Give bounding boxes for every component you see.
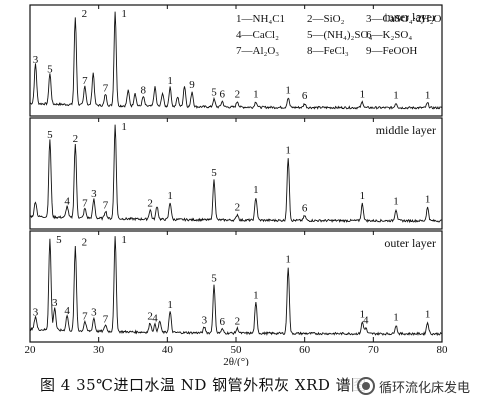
peak-label: 2 — [73, 133, 79, 145]
peak-label: 2 — [82, 8, 88, 20]
layer-title: outer layer — [384, 236, 436, 250]
peak-label: 4 — [363, 314, 369, 326]
peak-label: 1 — [393, 196, 399, 208]
peak-label: 2 — [147, 198, 153, 210]
x-tick-label: 40 — [162, 344, 174, 356]
peak-label: 7 — [82, 311, 88, 323]
peak-label: 1 — [393, 89, 399, 101]
watermark-text: 循环流化床发电 — [378, 380, 470, 396]
peak-label: 1 — [121, 234, 127, 246]
peak-label: 1 — [121, 121, 127, 133]
peak-label: 9 — [189, 79, 195, 91]
peak-label: 7 — [103, 313, 109, 325]
peak-label: 1 — [285, 85, 291, 97]
peak-label: 1 — [121, 8, 127, 20]
x-tick-label: 70 — [368, 344, 380, 356]
peak-label: 1 — [360, 190, 366, 202]
peak-label: 5 — [47, 64, 53, 76]
legend-entry-1: 1—NH₄C1 — [236, 13, 285, 25]
peak-label: 2 — [235, 88, 241, 100]
peak-label: 1 — [360, 88, 366, 100]
peak-label: 3 — [33, 307, 39, 319]
peak-label: 1 — [167, 299, 173, 311]
peak-label: 3 — [52, 297, 58, 309]
figure-caption: 图 4 35℃进口水温 ND 钢管外积灰 XRD 谱图 — [40, 376, 367, 394]
peak-label: 1 — [253, 184, 259, 196]
layer-title: inner layer — [384, 10, 436, 24]
legend-entry-7: 7—Al₂O₃ — [236, 45, 279, 57]
x-tick-label: 50 — [231, 344, 243, 356]
peak-label: 6 — [220, 88, 226, 100]
peak-label: 6 — [302, 90, 308, 102]
peak-label: 5 — [211, 86, 217, 98]
peak-label: 5 — [56, 234, 62, 246]
legend-entry-9: 9—FeOOH — [366, 45, 417, 57]
x-tick-label: 80 — [437, 344, 449, 356]
figure-caption-bar: 图 4 35℃进口水温 ND 钢管外积灰 XRD 谱图 循环流化床发电 — [0, 366, 480, 403]
peak-label: 1 — [253, 88, 259, 100]
xrd-trace — [29, 124, 443, 224]
layer-title: middle layer — [376, 123, 436, 137]
peak-label: 2 — [82, 236, 88, 248]
peak-label: 1 — [393, 311, 399, 323]
peak-label: 1 — [425, 194, 431, 206]
peak-label: 4 — [64, 305, 70, 317]
peak-label: 1 — [253, 290, 259, 302]
legend-entry-4: 4—CaCl₂ — [236, 29, 279, 41]
peak-label: 1 — [360, 309, 366, 321]
watermark: 循环流化床发电 — [352, 374, 474, 398]
peak-label: 1 — [425, 89, 431, 101]
x-tick-label: 60 — [299, 344, 311, 356]
peak-label: 6 — [302, 202, 308, 214]
peak-label: 3 — [91, 188, 97, 200]
xrd-trace — [29, 236, 442, 337]
legend-entry-8: 8—FeCl₃ — [307, 45, 349, 57]
peak-label: 7 — [103, 83, 109, 95]
peak-label: 5 — [211, 273, 217, 285]
peak-label: 1 — [167, 75, 173, 87]
peak-label: 5 — [47, 129, 53, 141]
x-tick-label: 30 — [93, 344, 105, 356]
peak-label: 2 — [147, 311, 153, 323]
peak-label: 7 — [103, 199, 109, 211]
peak-label: 7 — [82, 198, 88, 210]
peak-label: 3 — [33, 54, 39, 66]
peak-label: 2 — [235, 315, 241, 327]
peak-label: 1 — [285, 254, 291, 266]
legend-entry-6: 6—K₂SO₄ — [366, 29, 412, 41]
peak-label: 1 — [167, 190, 173, 202]
peak-label: 7 — [82, 75, 88, 87]
peak-label: 4 — [152, 312, 158, 324]
x-tick-label: 20 — [25, 344, 37, 356]
peak-label: 3 — [91, 307, 97, 319]
legend-entry-5: 5—(NH₄)₂SO₄ — [307, 29, 372, 41]
peak-label: 8 — [141, 85, 147, 97]
x-axis-label: 2θ/(°) — [223, 356, 249, 366]
peak-label: 3 — [202, 314, 208, 326]
peak-label: 2 — [235, 201, 241, 213]
legend-entry-3: 3—CaSO₄·2H₂O — [366, 13, 442, 25]
peak-label: 4 — [64, 196, 70, 208]
peak-label: 5 — [211, 167, 217, 179]
legend-entry-2: 2—SiO₂ — [307, 13, 345, 25]
peak-label: 1 — [285, 144, 291, 156]
peak-label: 1 — [425, 309, 431, 321]
watermark-logo-icon — [356, 377, 375, 395]
peak-label: 6 — [220, 316, 226, 328]
xrd-trace — [29, 11, 443, 110]
